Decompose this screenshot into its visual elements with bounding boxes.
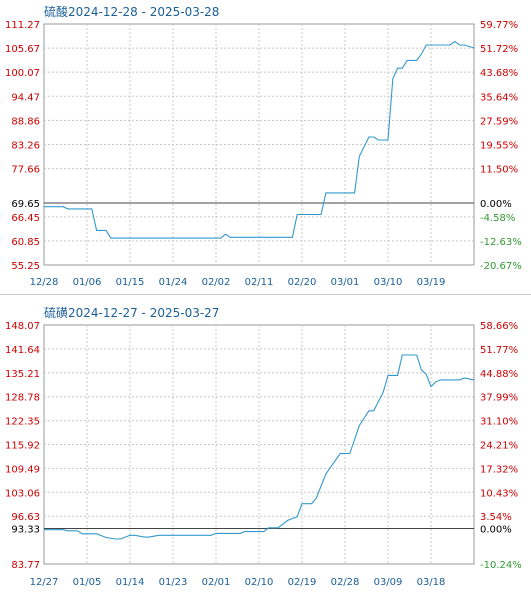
y-tick-label-right: -12.63% [480, 237, 522, 248]
x-tick-label: 02/20 [288, 277, 317, 288]
x-tick-label: 01/06 [73, 277, 102, 288]
y-tick-label-left: 105.67 [5, 44, 40, 55]
y-tick-label-left: 122.35 [5, 417, 40, 428]
x-tick-label: 01/05 [73, 577, 102, 588]
y-tick-label-right: 3.54% [480, 512, 512, 523]
price-line [44, 40, 475, 239]
y-tick-label-left: 115.92 [5, 441, 40, 452]
y-tick-label-right: 59.77% [480, 20, 518, 31]
y-tick-label-left: 83.26 [11, 141, 40, 152]
x-tick-label: 01/24 [159, 277, 188, 288]
y-tick-label-left: 88.86 [11, 116, 40, 127]
y-tick-label-right: 31.10% [480, 417, 518, 428]
x-tick-label: 02/10 [245, 577, 274, 588]
price-line [44, 354, 475, 540]
y-tick-label-left: 66.45 [11, 213, 40, 224]
y-tick-label-left: 109.49 [5, 464, 40, 475]
y-tick-label-right: 10.43% [480, 488, 518, 499]
y-tick-label-left: 135.21 [5, 369, 40, 380]
x-tick-label: 02/01 [202, 577, 231, 588]
x-tick-label: 12/28 [30, 277, 59, 288]
sulfur-chart-svg: 硫磺2024-12-27 - 2025-03-27 12/27 01/05 01/1… [5, 305, 522, 588]
y-tick-label-left: 93.33 [11, 524, 40, 535]
x-tick-label: 03/09 [374, 577, 403, 588]
y-tick-label-right: 51.72% [480, 44, 518, 55]
x-tick-label: 02/28 [331, 577, 360, 588]
y-tick-label-left: 148.07 [5, 321, 40, 332]
y-tick-label-left: 103.06 [5, 488, 40, 499]
y-tick-label-left: 128.78 [5, 393, 40, 404]
chart-divider [0, 294, 531, 295]
x-tick-label: 02/02 [202, 277, 231, 288]
x-tick-label: 03/19 [417, 277, 446, 288]
y-tick-label-right: -10.24% [480, 560, 522, 571]
sulfuric-acid-chart: 硫酸2024-12-28 - 2025-03-28 12/28 01/06 01/1… [0, 0, 531, 292]
y-tick-label-right: -4.58% [480, 213, 515, 224]
x-tick-label: 02/11 [245, 277, 274, 288]
y-tick-label-left: 77.66 [11, 165, 40, 176]
y-tick-label-right: 11.50% [480, 165, 518, 176]
y-tick-label-left: 94.47 [11, 92, 40, 103]
y-tick-label-right: 27.59% [480, 116, 518, 127]
y-tick-label-right: 37.99% [480, 393, 518, 404]
y-tick-label-left: 111.27 [5, 20, 40, 31]
y-tick-label-left: 141.64 [5, 345, 40, 356]
x-tick-label: 03/01 [331, 277, 360, 288]
y-tick-label-left: 55.25 [11, 261, 40, 272]
x-tick-label: 01/15 [116, 277, 145, 288]
x-tick-label: 12/27 [30, 577, 59, 588]
y-tick-label-right: 35.64% [480, 92, 518, 103]
chart-title: 硫酸2024-12-28 - 2025-03-28 [44, 4, 219, 19]
y-tick-label-right: -20.67% [480, 261, 522, 272]
chart-title: 硫磺2024-12-27 - 2025-03-27 [44, 305, 219, 320]
y-tick-label-right: 0.00% [480, 199, 512, 210]
sulfuric-acid-chart-svg: 硫酸2024-12-28 - 2025-03-28 12/28 01/06 01/1… [5, 4, 522, 288]
y-tick-label-right: 43.68% [480, 68, 518, 79]
y-tick-label-left: 96.63 [11, 512, 40, 523]
x-tick-label: 02/19 [288, 577, 317, 588]
y-tick-label-left: 100.07 [5, 68, 40, 79]
y-tick-label-left: 69.65 [11, 199, 40, 210]
y-tick-label-right: 58.66% [480, 321, 518, 332]
y-tick-label-right: 51.77% [480, 345, 518, 356]
plot-frame [43, 324, 475, 565]
y-tick-label-left: 60.85 [11, 237, 40, 248]
x-tick-label: 03/18 [417, 577, 446, 588]
y-tick-label-right: 19.55% [480, 141, 518, 152]
y-tick-label-right: 17.32% [480, 464, 518, 475]
x-tick-label: 01/23 [159, 577, 188, 588]
y-tick-label-right: 44.88% [480, 369, 518, 380]
y-tick-label-right: 24.21% [480, 441, 518, 452]
y-tick-label-right: 0.00% [480, 524, 512, 535]
x-tick-label: 01/14 [116, 577, 145, 588]
sulfur-chart: 硫磺2024-12-27 - 2025-03-27 12/27 01/05 01/1… [0, 300, 531, 597]
x-tick-label: 03/10 [374, 277, 403, 288]
y-tick-label-left: 83.77 [11, 560, 40, 571]
